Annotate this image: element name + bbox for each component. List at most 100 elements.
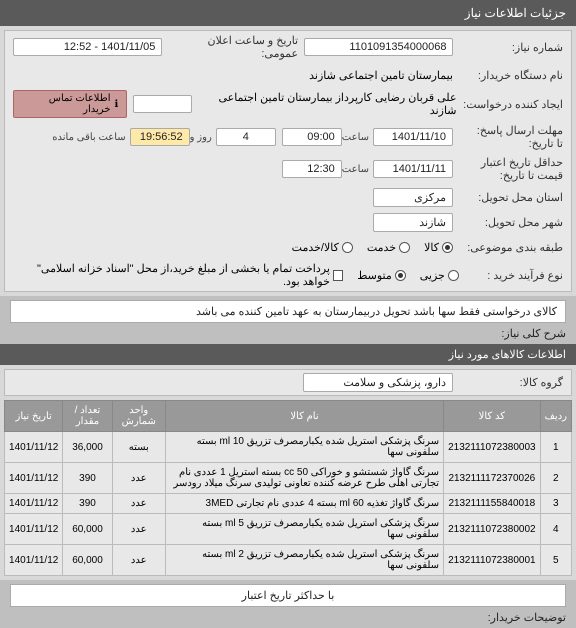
col-unit: واحد شمارش xyxy=(112,401,165,432)
desc-band: کالای درخواستی فقط سها باشد تحویل دربیما… xyxy=(0,296,576,344)
info-icon: ℹ xyxy=(115,99,119,110)
radio-icon xyxy=(399,242,410,253)
class-label: طبقه بندی موضوعی: xyxy=(453,241,563,254)
cell-qty: 36,000 xyxy=(63,432,112,463)
pt-medium-label: متوسط xyxy=(357,269,392,282)
province-field: مرکزی xyxy=(373,188,453,207)
cell-unit: عدد xyxy=(112,494,165,514)
days-and-label: روز و xyxy=(190,132,212,143)
cell-date: 1401/11/12 xyxy=(5,494,63,514)
class-goods-service-label: کالا/خدمت xyxy=(292,241,339,254)
class-goods-label: کالا xyxy=(424,241,439,254)
credit-end-label-2: قیمت تا تاریخ: xyxy=(500,170,563,182)
col-row: ردیف xyxy=(540,401,571,432)
table-row: 22132111172370026سرنگ گاواژ شستشو و خورا… xyxy=(5,463,572,494)
cell-code: 2132111072380003 xyxy=(444,432,541,463)
contact-buyer-button[interactable]: ℹ اطلاعات تماس خریدار xyxy=(13,90,127,118)
desc-label: شرح کلی نیاز: xyxy=(501,328,566,340)
col-qty: تعداد / مقدار xyxy=(63,401,112,432)
cell-qty: 390 xyxy=(63,463,112,494)
radio-icon xyxy=(448,270,459,281)
contact-buyer-label: اطلاعات تماس خریدار xyxy=(22,93,110,115)
radio-icon xyxy=(342,242,353,253)
remain-time-field: 19:56:52 xyxy=(130,128,190,146)
table-row: 12132111072380003سرنگ پزشکی استریل شده ی… xyxy=(5,432,572,463)
cell-date: 1401/11/12 xyxy=(5,432,63,463)
time-label-2: ساعت xyxy=(342,164,369,175)
cell-name: سرنگ پزشکی استریل شده یکبارمصرف تزریق 10… xyxy=(165,432,443,463)
table-header-row: ردیف کد کالا نام کالا واحد شمارش تعداد /… xyxy=(5,401,572,432)
creator-label: ایجاد کننده درخواست: xyxy=(457,98,563,111)
province-label: استان محل تحویل: xyxy=(453,191,563,204)
credit-note: با حداکثر تاریخ اعتبار xyxy=(10,584,566,607)
radio-icon xyxy=(395,270,406,281)
items-header-title: اطلاعات کالاهای مورد نیاز xyxy=(449,349,566,361)
checkbox-icon xyxy=(333,270,343,281)
purchase-type-group: جزیی متوسط پرداخت تمام یا بخشی از مبلغ خ… xyxy=(13,262,459,288)
days-field: 4 xyxy=(216,128,276,146)
deadline-label-1: مهلت ارسال پاسخ: xyxy=(477,125,563,137)
remain-label: ساعت باقی مانده xyxy=(52,132,125,143)
cell-date: 1401/11/12 xyxy=(5,514,63,545)
group-field: دارو، پزشکی و سلامت xyxy=(303,373,453,392)
deadline-label: مهلت ارسال پاسخ: تا تاریخ: xyxy=(453,124,563,150)
need-no-field: 1101091354000068 xyxy=(304,38,453,56)
pt-small-option[interactable]: جزیی xyxy=(420,269,459,282)
cell-unit: عدد xyxy=(112,545,165,576)
class-goods-option[interactable]: کالا xyxy=(424,241,453,254)
col-date: تاریخ نیاز xyxy=(5,401,63,432)
cell-date: 1401/11/12 xyxy=(5,463,63,494)
cell-code: 2132111072380002 xyxy=(444,514,541,545)
cell-date: 1401/11/12 xyxy=(5,545,63,576)
col-code: کد کالا xyxy=(444,401,541,432)
deadline-label-2: تا تاریخ: xyxy=(529,138,563,150)
cell-code: 2132111155840018 xyxy=(444,494,541,514)
cell-row: 4 xyxy=(540,514,571,545)
credit-end-label-1: حداقل تاریخ اعتبار xyxy=(481,157,563,169)
purchase-type-label: نوع فرآیند خرید : xyxy=(459,269,563,282)
info-section: شماره نیاز: 1101091354000068 تاریخ و ساع… xyxy=(4,30,572,292)
class-radio-group: کالا خدمت کالا/خدمت xyxy=(292,241,453,254)
announce-field: 1401/11/05 - 12:52 xyxy=(13,38,162,56)
creator-extra-field[interactable] xyxy=(133,95,191,113)
cell-name: سرنگ گاواژ شستشو و خوراکی 50 cc بسته است… xyxy=(165,463,443,494)
credit-date-field: 1401/11/11 xyxy=(373,160,453,178)
footer-band: با حداکثر تاریخ اعتبار توضیحات خریدار: xyxy=(0,580,576,628)
cell-code: 2132111172370026 xyxy=(444,463,541,494)
city-label: شهر محل تحویل: xyxy=(453,216,563,229)
cell-row: 2 xyxy=(540,463,571,494)
cell-name: سرنگ پزشکی استریل شده یکبارمصرف تزریق 2 … xyxy=(165,545,443,576)
time-label-1: ساعت xyxy=(342,132,369,143)
cell-row: 1 xyxy=(540,432,571,463)
cell-code: 2132111072380001 xyxy=(444,545,541,576)
class-goods-service-option[interactable]: کالا/خدمت xyxy=(292,241,353,254)
buyer-org-label: نام دستگاه خریدار: xyxy=(453,69,563,82)
cell-name: سرنگ گاواژ تغذیه 60 ml بسته 4 عددی نام ت… xyxy=(165,494,443,514)
pt-note-label: پرداخت تمام یا بخشی از مبلغ خرید،از محل … xyxy=(13,262,330,288)
class-service-label: خدمت xyxy=(367,241,396,254)
cell-name: سرنگ پزشکی استریل شده یکبارمصرف تزریق 5 … xyxy=(165,514,443,545)
items-header-band: اطلاعات کالاهای مورد نیاز xyxy=(0,344,576,365)
class-service-option[interactable]: خدمت xyxy=(367,241,410,254)
table-row: 32132111155840018سرنگ گاواژ تغذیه 60 ml … xyxy=(5,494,572,514)
announce-label: تاریخ و ساعت اعلان عمومی: xyxy=(162,34,298,60)
credit-end-label: حداقل تاریخ اعتبار قیمت تا تاریخ: xyxy=(453,156,563,182)
cell-unit: عدد xyxy=(112,463,165,494)
deadline-date-field: 1401/11/10 xyxy=(373,128,453,146)
cell-qty: 60,000 xyxy=(63,514,112,545)
buyer-notes-label: توضیحات خریدار: xyxy=(488,612,566,624)
city-field: شازند xyxy=(373,213,453,232)
cell-qty: 390 xyxy=(63,494,112,514)
group-label: گروه کالا: xyxy=(453,376,563,389)
need-no-label: شماره نیاز: xyxy=(453,41,563,54)
creator-value: علی قربان رضایی کارپرداز بیمارستان تامین… xyxy=(198,91,457,117)
pt-medium-option[interactable]: متوسط xyxy=(357,269,406,282)
credit-time-field: 12:30 xyxy=(282,160,342,178)
table-row: 42132111072380002سرنگ پزشکی استریل شده ی… xyxy=(5,514,572,545)
deadline-time-field: 09:00 xyxy=(282,128,342,146)
cell-unit: عدد xyxy=(112,514,165,545)
cell-row: 5 xyxy=(540,545,571,576)
items-table: ردیف کد کالا نام کالا واحد شمارش تعداد /… xyxy=(4,400,572,576)
radio-icon xyxy=(442,242,453,253)
pt-note-option[interactable]: پرداخت تمام یا بخشی از مبلغ خرید،از محل … xyxy=(13,262,343,288)
